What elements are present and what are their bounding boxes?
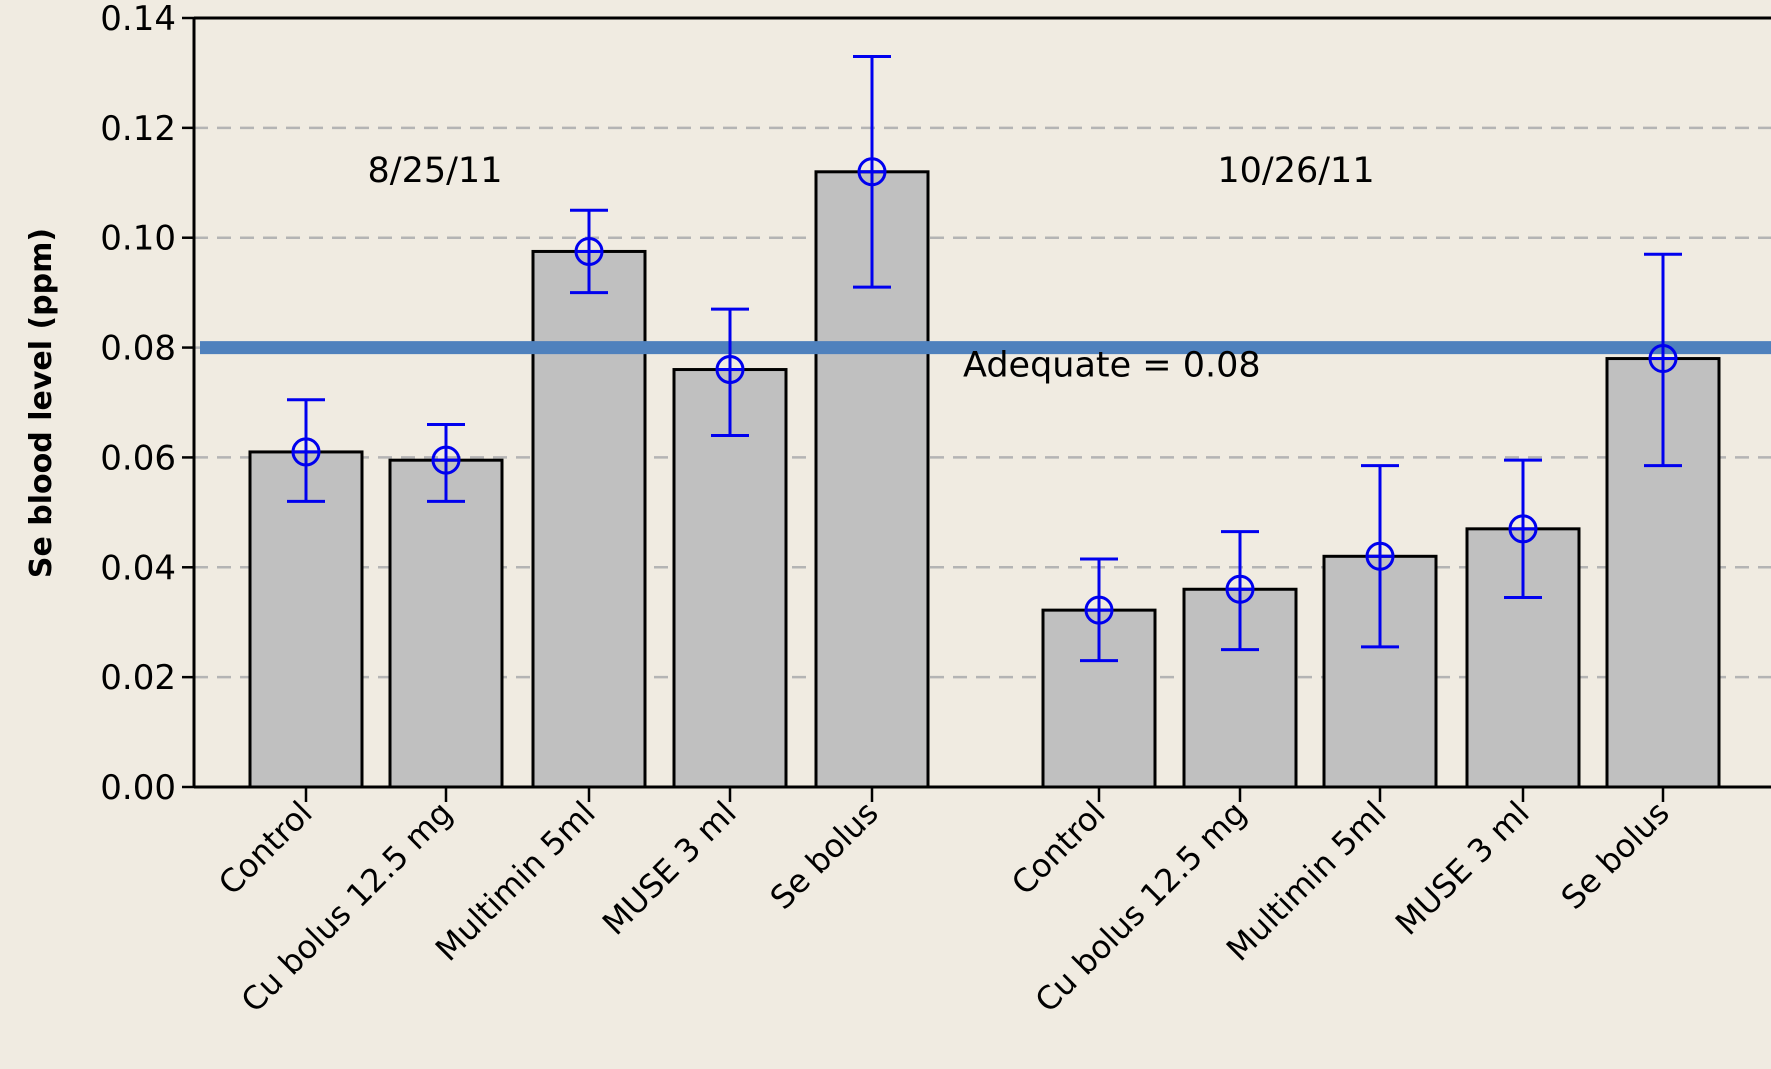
x-tick-label: MUSE 3 ml xyxy=(1388,794,1537,943)
bar xyxy=(388,458,504,789)
group-label: 10/26/11 xyxy=(1217,151,1374,191)
y-tick-label: 0.04 xyxy=(100,548,176,588)
x-tick-label: Se bolus xyxy=(1554,794,1677,917)
bar xyxy=(531,249,647,789)
x-tick-label: Control xyxy=(211,794,320,903)
bar xyxy=(248,450,364,789)
bars xyxy=(248,170,1721,789)
y-tick-label: 0.12 xyxy=(100,109,176,149)
y-axis-ticks: 0.00 0.02 0.04 0.06 0.08 0.10 0.12 0.14 xyxy=(100,0,194,808)
y-tick-label: 0.06 xyxy=(100,438,176,478)
x-tick-label: Control xyxy=(1004,794,1113,903)
y-tick-label: 0.10 xyxy=(100,219,176,259)
y-axis-label: Se blood level (ppm) xyxy=(24,228,59,578)
y-tick-label: 0.14 xyxy=(100,0,176,39)
x-tick-label: Se bolus xyxy=(763,794,886,917)
y-tick-label: 0.00 xyxy=(100,768,176,808)
bar xyxy=(672,368,788,789)
x-tick-label: MUSE 3 ml xyxy=(595,794,744,943)
group-label: 8/25/11 xyxy=(368,151,503,191)
axes xyxy=(192,16,1771,789)
error-bars xyxy=(287,54,1682,663)
group-labels: 8/25/11 10/26/11 xyxy=(368,151,1375,191)
y-tick-label: 0.02 xyxy=(100,658,176,698)
reference-line-label: Adequate = 0.08 xyxy=(963,346,1261,386)
y-tick-label: 0.08 xyxy=(100,329,176,369)
